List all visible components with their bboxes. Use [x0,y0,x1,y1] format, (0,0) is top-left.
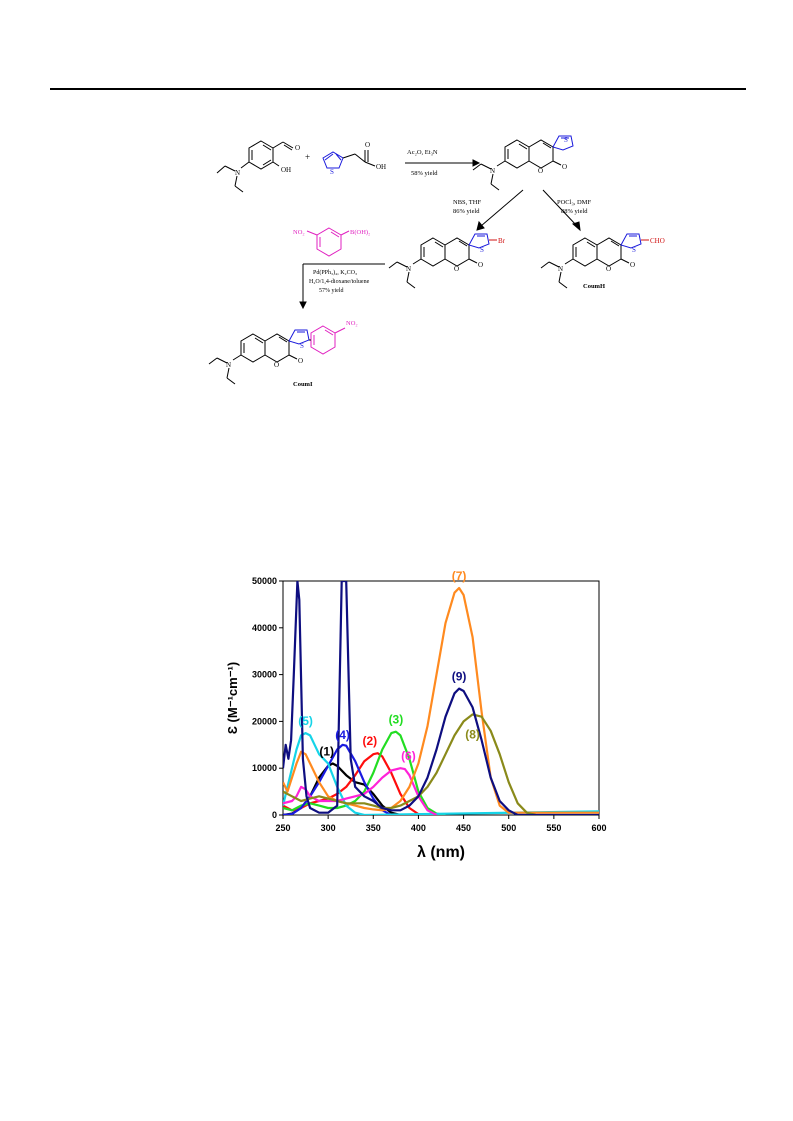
coumi-nitrogen: N [226,361,231,369]
series-label-1: (1) [319,745,334,759]
coumi-label: CoumI [293,381,313,388]
x-tick-label: 600 [591,823,606,833]
coumi-nitro-label: NO₂ [346,320,358,327]
coumh-thiophene-sulfur: S [632,246,636,254]
y-tick-label: 50000 [252,576,277,586]
series-line-6 [283,767,438,815]
coumarin-thiophene-sulfur: S [564,136,568,144]
y-tick-label: 30000 [252,670,277,680]
hydroxyl-label: OH [281,166,291,174]
formylthienyl-coumarin-structure [540,233,649,289]
coumh-nitrogen: N [558,265,563,273]
boronic-nitro-label: NO₂ [293,229,305,236]
y-tick-label: 40000 [252,623,277,633]
coumh-carbonyl-oxygen: O [630,261,635,269]
thiopheneacetic-acid-structure [322,150,376,169]
coumh-label: CoumH [583,283,605,290]
step1-conditions: Ac₂O, Et₃N [407,149,438,156]
bromide-carbonyl-oxygen: O [478,261,483,269]
y-tick-label: 10000 [252,763,277,773]
x-axis-label: λ (nm) [417,844,465,861]
x-tick-label: 550 [546,823,561,833]
synthesis-scheme: O OH N + S O OH Ac₂O, Et₃N 58% yield O O… [208,135,665,388]
boronic-acid-label: B(OH)₂ [350,229,370,236]
series-label-5: (5) [298,714,313,728]
coumarin-ring-oxygen: O [538,167,543,175]
series-label-8: (8) [465,727,480,741]
series-label-4: (4) [335,728,350,742]
coumi-carbonyl-oxygen: O [298,357,303,365]
acid-oh-label: OH [376,163,386,171]
x-tick-label: 300 [321,823,336,833]
y-axis-label: Ɛ (M⁻¹cm⁻¹) [225,662,240,734]
y-axis: 0 10000 20000 30000 40000 50000 [252,576,283,820]
bromothienyl-coumarin-structure [388,233,497,289]
x-tick-label: 250 [275,823,290,833]
step3-conditions-2: H₂O/1,4-dioxane/toluene [309,279,370,285]
arrow-formylation [542,189,578,227]
step3-yield: 57% yield [319,288,344,294]
x-tick-label: 450 [456,823,471,833]
series-labels: (1) (2) (3) (4) (5) (6) (7) (8) (9) [298,569,480,763]
coumi-thiophene-sulfur: S [300,342,304,350]
header-rule [50,88,746,90]
series-group [283,581,599,815]
series-label-7: (7) [452,569,467,583]
arrow-bromination [480,189,524,227]
bromide-thiophene-sulfur: S [480,246,484,254]
y-tick-label: 20000 [252,716,277,726]
series-line-8 [283,713,537,815]
x-tick-label: 350 [366,823,381,833]
plus-sign: + [305,152,310,162]
step2b-yield: 88% yield [561,208,588,215]
formyl-label: CHO [650,237,665,245]
absorption-spectra-chart: 250 300 350 400 450 500 550 600 0 10000 20000 3000… [225,569,607,861]
step3-conditions-1: Pd(PPh₃)₄, K₂CO₃ [313,269,357,276]
nitrophenylboronic-acid-structure [306,227,350,257]
coumi-ring-oxygen: O [274,361,279,369]
x-axis: 250 300 350 400 450 500 550 600 [275,815,607,833]
sm2-sulfur-label: S [330,168,334,176]
series-label-9: (9) [452,670,467,684]
series-line-4 [283,743,392,815]
bromide-ring-oxygen: O [454,265,459,273]
coumarin-nitrogen: N [490,167,495,175]
x-tick-label: 500 [501,823,516,833]
plot-frame [282,580,600,816]
starting-aldehyde-structure [216,140,294,193]
series-line-5 [283,732,599,815]
bromide-nitrogen: N [406,265,411,273]
step2b-conditions: POCl₃, DMF [557,199,591,206]
step1-yield: 58% yield [411,170,438,177]
sm1-nitrogen-label: N [235,169,240,177]
bromine-label: Br [498,237,506,245]
x-tick-label: 400 [411,823,426,833]
coumh-ring-oxygen: O [606,265,611,273]
series-line-7 [283,586,599,814]
aldehyde-oxygen-label: O [295,144,300,152]
series-label-6: (6) [401,749,416,763]
series-line-3 [283,730,446,815]
series-line-9 [283,581,599,815]
nitrophenylthienyl-coumarin-structure [208,325,346,385]
series-label-3: (3) [389,713,404,727]
thienyl-coumarin-structure [472,135,574,191]
step2a-conditions: NBS, THF [453,199,481,206]
series-label-2: (2) [362,734,377,748]
coumarin-carbonyl-oxygen: O [562,163,567,171]
step2a-yield: 86% yield [453,208,480,215]
y-tick-label: 0 [272,810,277,820]
acid-oxygen-label: O [365,141,370,149]
